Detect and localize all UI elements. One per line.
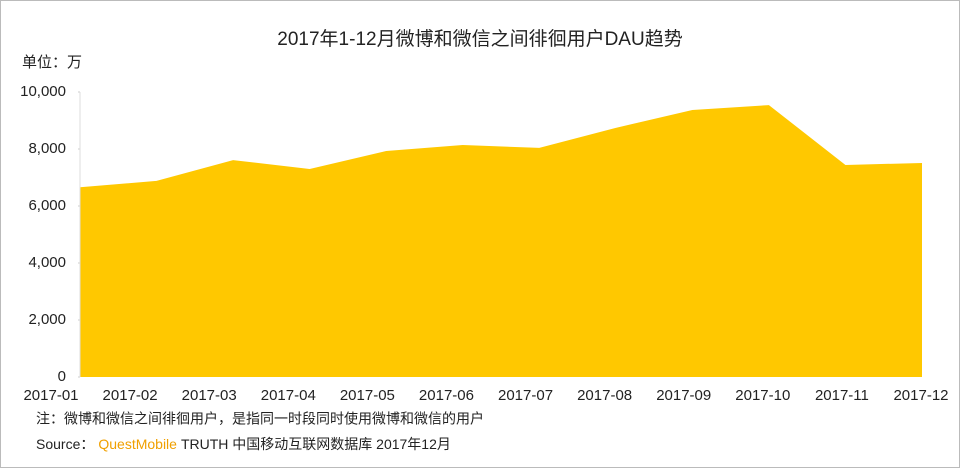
source-brand: QuestMobile [98, 436, 177, 452]
x-tick-label: 2017-09 [656, 387, 711, 404]
note: 注：微博和微信之间徘徊用户，是指同一时段同时使用微博和微信的用户 [36, 411, 484, 427]
y-tick-label: 8,000 [28, 140, 66, 157]
x-tick-label: 2017-05 [340, 387, 395, 404]
x-tick-label: 2017-01 [23, 387, 78, 404]
x-tick-label: 2017-04 [261, 387, 316, 404]
y-tick-label: 2,000 [28, 311, 66, 328]
x-tick-label: 2017-10 [735, 387, 790, 404]
y-tick-label: 4,000 [28, 254, 66, 271]
x-tick-label: 2017-06 [419, 387, 474, 404]
unit-label: 单位：万 [22, 54, 82, 71]
source-text: TRUTH 中国移动互联网数据库 2017年12月 [181, 436, 451, 452]
y-tick-label: 10,000 [20, 83, 66, 100]
x-tick-label: 2017-11 [815, 387, 869, 404]
source: Source： QuestMobile TRUTH 中国移动互联网数据库 2017年… [36, 436, 451, 452]
x-tick-label: 2017-12 [893, 387, 948, 404]
y-tick-label: 0 [58, 368, 66, 385]
x-tick-label: 2017-07 [498, 387, 553, 404]
x-tick-label: 2017-03 [182, 387, 237, 404]
source-label: Source： [36, 436, 94, 452]
chart-title: 2017年1-12月微博和微信之间徘徊用户DAU趋势 [277, 28, 682, 50]
x-tick-label: 2017-02 [103, 387, 158, 404]
x-tick-label: 2017-08 [577, 387, 632, 404]
y-tick-label: 6,000 [28, 197, 66, 214]
area [80, 105, 922, 378]
